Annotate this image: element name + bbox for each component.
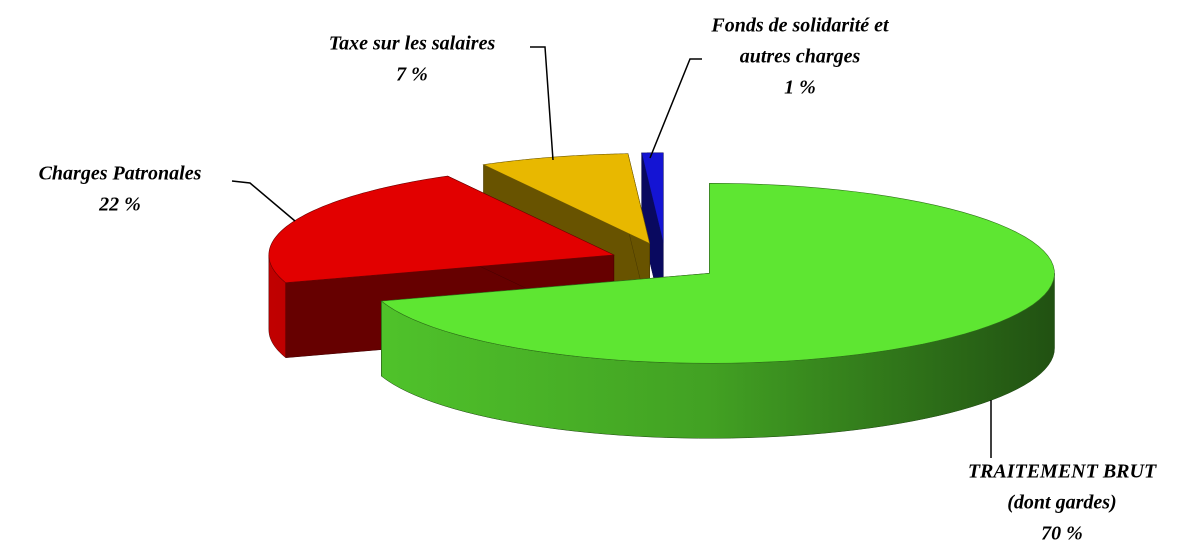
category-label: Fonds de solidarité et bbox=[710, 15, 890, 37]
category-label: (dont gardes) bbox=[1007, 492, 1116, 514]
value-label: 7 % bbox=[396, 64, 428, 86]
pie bbox=[268, 152, 1055, 439]
value-label: 1 % bbox=[784, 77, 816, 99]
value-label: 70 % bbox=[1041, 523, 1083, 545]
leader-line bbox=[649, 58, 702, 159]
category-label: Charges Patronales bbox=[39, 163, 202, 185]
category-label: Taxe sur les salaires bbox=[329, 33, 496, 55]
slice bbox=[268, 175, 615, 284]
category-label: autres charges bbox=[740, 46, 861, 68]
slice bbox=[380, 183, 1055, 364]
category-label: TRAITEMENT BRUT bbox=[968, 461, 1157, 483]
value-label: 22 % bbox=[98, 194, 141, 216]
leader-line bbox=[530, 46, 554, 161]
labels: TRAITEMENT BRUT (dont gardes) 70 % Charges … bbox=[39, 15, 1157, 545]
leader-line bbox=[231, 180, 296, 222]
